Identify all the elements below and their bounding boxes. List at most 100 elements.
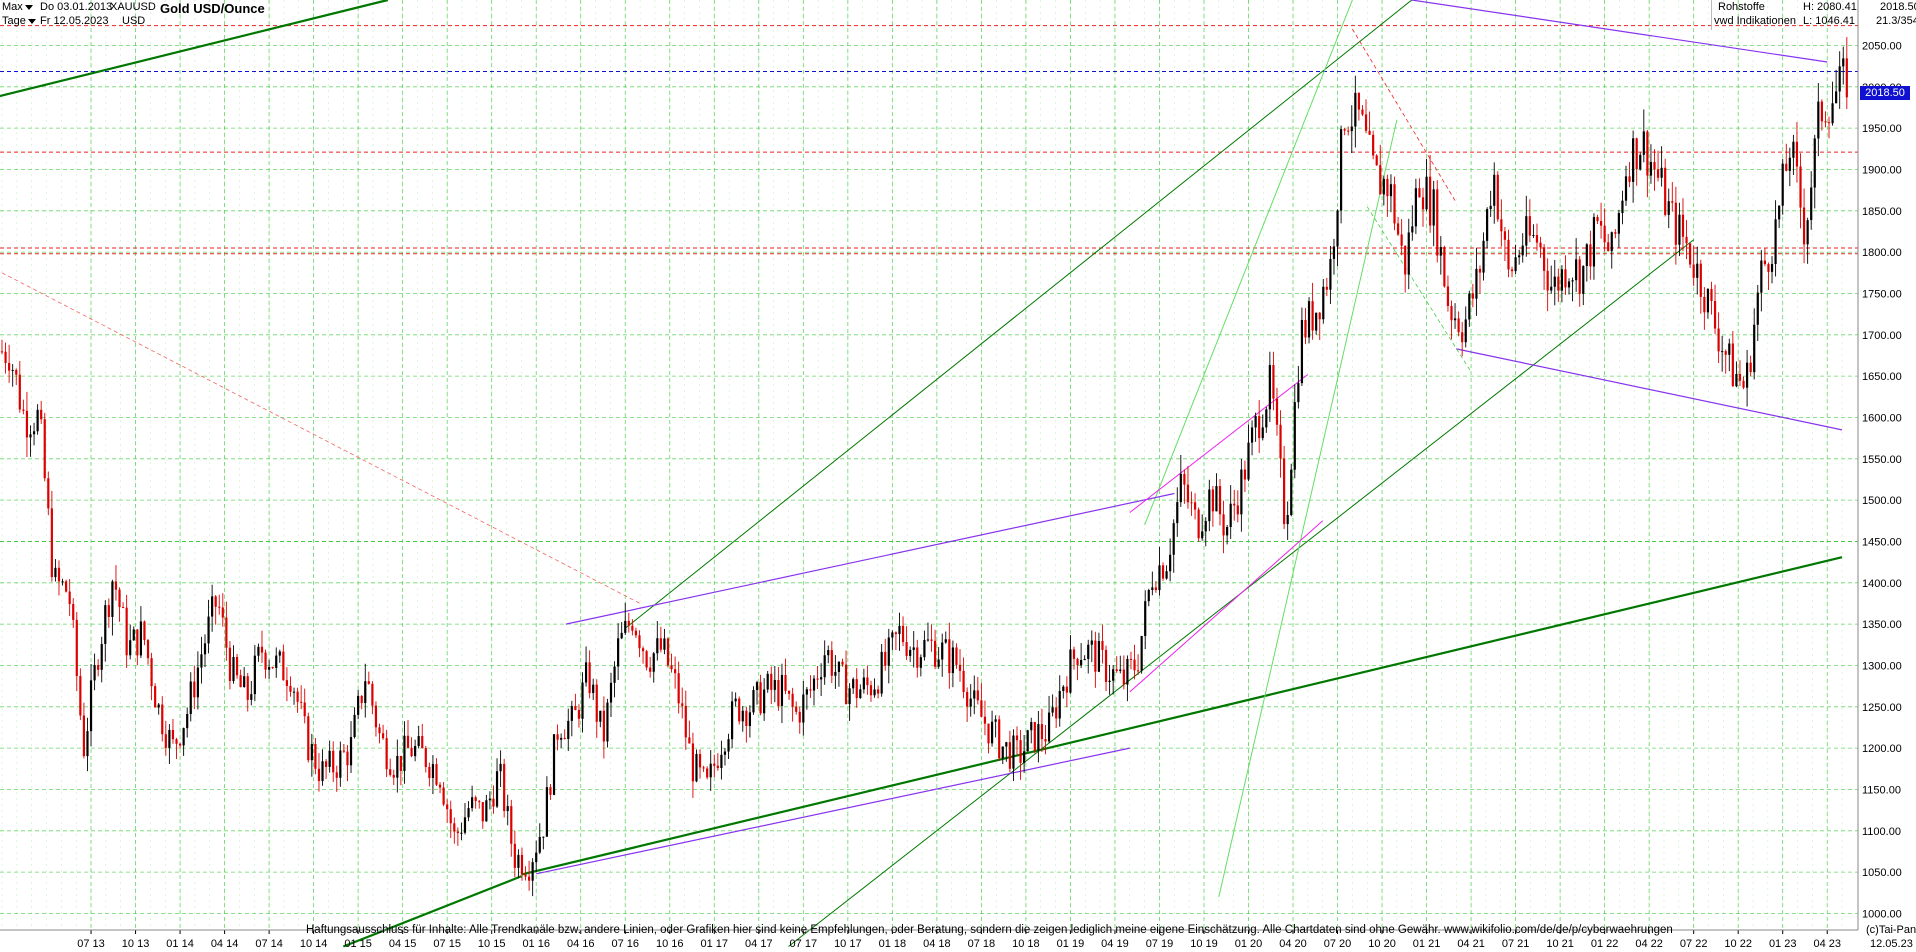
candle-body bbox=[1482, 240, 1485, 273]
candle-body bbox=[1724, 351, 1727, 355]
candle-body bbox=[777, 680, 780, 706]
candle-body bbox=[1389, 184, 1393, 197]
trend-lines bbox=[0, 0, 1843, 948]
candle-body bbox=[1297, 383, 1300, 403]
trend-line bbox=[536, 747, 1130, 875]
candle-body bbox=[513, 843, 516, 868]
candle-body bbox=[1842, 58, 1845, 67]
candle-body bbox=[1090, 640, 1093, 645]
candle-body bbox=[1607, 242, 1610, 252]
candle-body bbox=[1721, 351, 1724, 353]
candle-body bbox=[1158, 565, 1161, 591]
trend-line bbox=[0, 0, 389, 98]
candle-body bbox=[1304, 319, 1307, 338]
candle-body bbox=[1610, 232, 1613, 252]
candle-body bbox=[1315, 312, 1318, 331]
candle-body bbox=[1307, 301, 1311, 338]
candle-body bbox=[905, 642, 908, 656]
candle-body bbox=[763, 689, 766, 714]
candle-body bbox=[1671, 201, 1674, 203]
candle-body bbox=[545, 787, 548, 837]
y-tick-label: 1750.00 bbox=[1862, 288, 1902, 300]
candle-body bbox=[1058, 691, 1061, 719]
candle-body bbox=[1756, 292, 1759, 325]
trend-line bbox=[1129, 374, 1309, 513]
candle-body bbox=[193, 681, 196, 698]
candle-body bbox=[531, 862, 534, 881]
end-date[interactable]: Fr 12.05.2023 bbox=[40, 15, 109, 27]
candle-body bbox=[492, 798, 495, 807]
candle-body bbox=[1026, 730, 1029, 752]
candle-body bbox=[171, 729, 175, 740]
candle-body bbox=[243, 676, 246, 688]
x-tick-label: 01 15 bbox=[344, 938, 372, 950]
candle-body bbox=[417, 735, 420, 747]
candle-body bbox=[453, 823, 456, 832]
candle-body bbox=[488, 798, 492, 801]
candle-body bbox=[1001, 746, 1004, 759]
high-value: H: 2080.41 bbox=[1803, 1, 1857, 13]
candle-body bbox=[1097, 640, 1101, 672]
candle-body bbox=[253, 655, 256, 695]
candle-body bbox=[1471, 293, 1474, 299]
y-tick-label: 1500.00 bbox=[1862, 495, 1902, 507]
candle-body bbox=[15, 369, 18, 375]
candle-body bbox=[1525, 216, 1528, 246]
candle-body bbox=[456, 831, 459, 834]
candle-body bbox=[866, 677, 869, 686]
candle-body bbox=[1350, 126, 1353, 132]
candle-body bbox=[1055, 707, 1058, 719]
candle-body bbox=[987, 723, 990, 744]
candle-body bbox=[827, 650, 830, 656]
candle-body bbox=[1087, 644, 1090, 659]
candle-body bbox=[1354, 92, 1357, 127]
candle-body bbox=[182, 728, 185, 746]
candle-body bbox=[1293, 402, 1296, 470]
candle-body bbox=[381, 733, 385, 739]
candle-body bbox=[976, 690, 979, 701]
candle-body bbox=[738, 698, 741, 722]
candle-body bbox=[1379, 165, 1382, 195]
last-price: 2018.50 bbox=[1880, 1, 1916, 13]
candle-body bbox=[1518, 255, 1521, 258]
x-tick-label: 07 21 bbox=[1502, 938, 1530, 950]
candle-body bbox=[634, 630, 638, 636]
trend-line bbox=[1144, 0, 1353, 526]
candle-body bbox=[168, 729, 171, 748]
candle-body bbox=[759, 682, 762, 714]
candle-body bbox=[22, 409, 25, 411]
candle-body bbox=[1311, 301, 1314, 331]
candle-body bbox=[346, 751, 349, 766]
candle-body bbox=[68, 591, 71, 605]
candle-body bbox=[1279, 424, 1282, 459]
candle-body bbox=[748, 712, 751, 726]
candle-body bbox=[656, 638, 659, 654]
candle-body bbox=[1706, 289, 1710, 313]
candle-body bbox=[321, 761, 324, 782]
chart-grid bbox=[0, 0, 1858, 930]
candle-body bbox=[602, 710, 605, 742]
candle-body bbox=[1642, 131, 1645, 155]
start-date[interactable]: Do 03.01.2013 bbox=[40, 1, 113, 13]
candle-body bbox=[1503, 231, 1507, 240]
candle-body bbox=[1689, 243, 1692, 265]
candle-body bbox=[178, 743, 182, 746]
x-tick-label: 10 15 bbox=[478, 938, 506, 950]
candle-body bbox=[1567, 281, 1571, 288]
candle-body bbox=[609, 682, 613, 703]
candle-body bbox=[61, 581, 64, 583]
candle-body bbox=[581, 682, 584, 719]
candle-body bbox=[577, 710, 581, 719]
candle-body bbox=[958, 664, 962, 671]
candle-body bbox=[755, 682, 759, 691]
candle-body bbox=[994, 719, 997, 722]
y-tick-label: 1200.00 bbox=[1862, 743, 1902, 755]
range-selector[interactable]: Max bbox=[2, 1, 33, 14]
candle-body bbox=[232, 656, 235, 682]
y-tick-label: 1250.00 bbox=[1862, 702, 1902, 714]
candle-body bbox=[659, 638, 662, 650]
candle-body bbox=[1443, 247, 1446, 287]
interval-selector[interactable]: Tage bbox=[2, 15, 36, 28]
candle-body bbox=[816, 678, 819, 680]
